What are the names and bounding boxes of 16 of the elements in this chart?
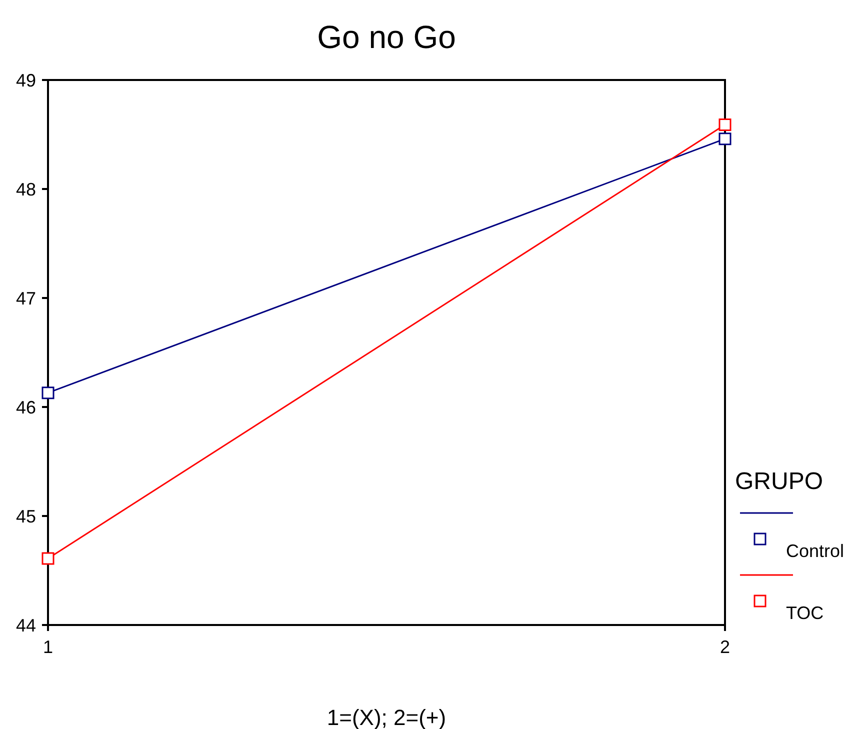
y-tick-label: 49 xyxy=(16,70,36,90)
legend-title: GRUPO xyxy=(735,468,824,495)
y-tick-label: 47 xyxy=(16,288,36,308)
x-tick-label: 1 xyxy=(42,637,54,657)
point xyxy=(718,118,732,131)
point xyxy=(42,386,54,400)
y-tick-label: 46 xyxy=(16,397,36,418)
legend-label: TOC xyxy=(786,603,824,623)
point xyxy=(718,132,732,146)
y-tick-label: 44 xyxy=(16,615,36,636)
y-tick-label: 45 xyxy=(16,506,36,526)
y-tick-label: 48 xyxy=(16,179,36,200)
legend-label: Control xyxy=(786,541,844,561)
x-tick-label: 2 xyxy=(720,637,730,657)
chart-title: Go no Go xyxy=(317,19,456,55)
point xyxy=(42,552,54,565)
